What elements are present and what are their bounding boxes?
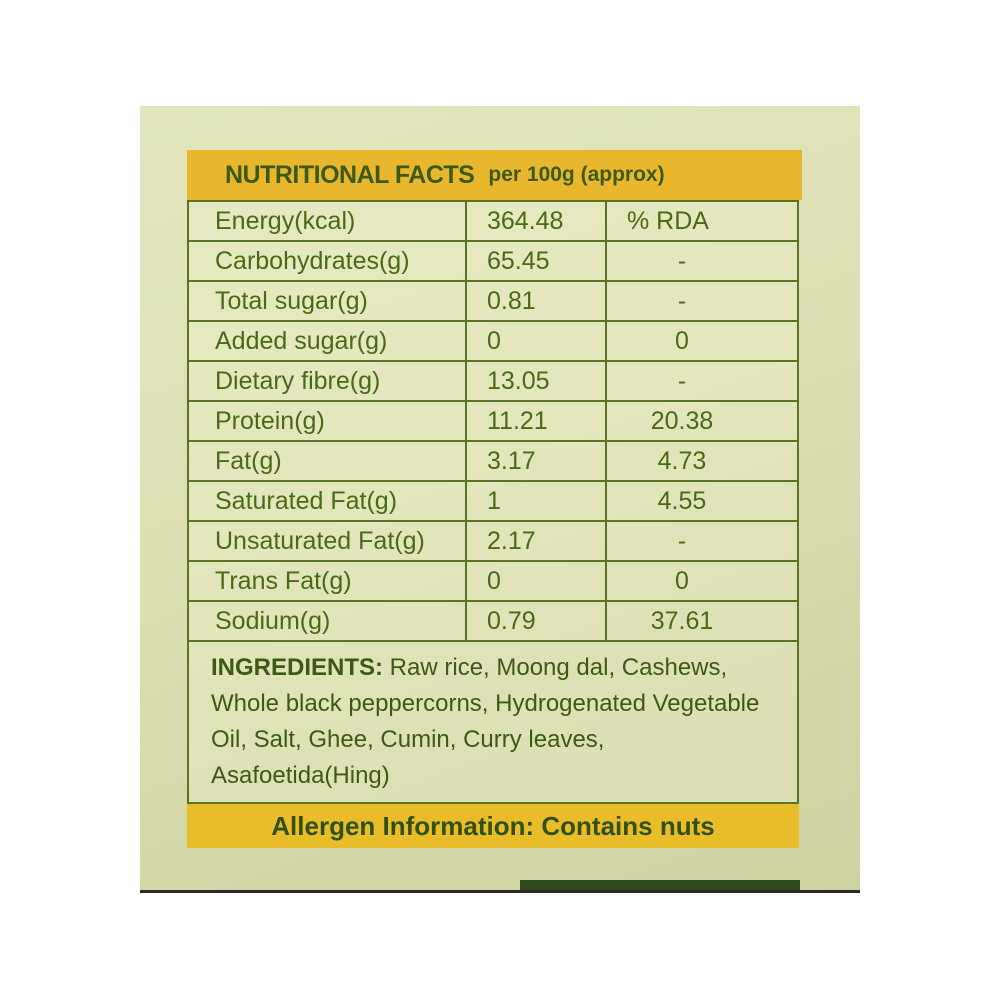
nutrient-name: Added sugar(g) (187, 320, 467, 362)
table-row: Dietary fibre(g) 13.05- (187, 360, 799, 402)
table-row: Energy(kcal) 364.48% RDA (187, 200, 799, 242)
nutrient-value: 3.17 (465, 440, 607, 482)
nutrition-table: Energy(kcal) 364.48% RDA Carbohydrates(g) 6… (187, 200, 799, 642)
nutrient-value: 13.05 (465, 360, 607, 402)
nutrient-rda: 4.55 (605, 480, 799, 522)
table-row: Added sugar(g) 0 0 (187, 320, 799, 362)
nutrient-rda: 0 (605, 320, 799, 362)
nutrient-rda: 37.61 (605, 600, 799, 642)
table-row: Sodium(g) 0.79 37.61 (187, 600, 799, 642)
nutrient-value: 2.17 (465, 520, 607, 562)
nutrition-subtitle: per 100g (approx) (488, 163, 665, 186)
table-row: Protein(g) 11.21 20.38 (187, 400, 799, 442)
nutrient-value: 364.48 (465, 200, 607, 242)
nutrient-name: Trans Fat(g) (187, 560, 467, 602)
table-row: Trans Fat(g) 0 0 (187, 560, 799, 602)
nutrient-rda: - (605, 520, 799, 562)
table-row: Total sugar(g) 0.81- (187, 280, 799, 322)
nutrient-value: 11.21 (465, 400, 607, 442)
nutrient-value: 0 (465, 320, 607, 362)
allergen-info: Allergen Information: Contains nuts (187, 804, 799, 848)
nutrient-rda: 20.38 (605, 400, 799, 442)
ingredients-label: INGREDIENTS: (211, 654, 384, 681)
nutrition-label: NUTRITIONAL FACTS per 100g (approx) Ener… (187, 150, 802, 848)
nutrient-name: Fat(g) (187, 440, 467, 482)
package-dark-strip (520, 880, 800, 893)
nutrient-rda: 4.73 (605, 440, 799, 482)
nutrient-name: Carbohydrates(g) (187, 240, 467, 282)
nutrient-rda: % RDA (605, 200, 799, 242)
nutrient-value: 1 (465, 480, 607, 522)
nutrition-title: NUTRITIONAL FACTS (225, 160, 475, 189)
package-edge (140, 890, 860, 893)
nutrient-name: Unsaturated Fat(g) (187, 520, 467, 562)
ingredients-text: Raw rice, Moong dal, Cashews, Whole blac… (211, 654, 760, 789)
table-row: Fat(g) 3.17 4.73 (187, 440, 799, 482)
ingredients-box: INGREDIENTS: Raw rice, Moong dal, Cashew… (187, 642, 799, 804)
nutrient-value: 0 (465, 560, 607, 602)
nutrition-header: NUTRITIONAL FACTS per 100g (approx) (187, 150, 802, 200)
nutrient-rda: - (605, 360, 799, 402)
nutrient-name: Energy(kcal) (187, 200, 467, 242)
nutrient-name: Protein(g) (187, 400, 467, 442)
table-row: Saturated Fat(g) 1 4.55 (187, 480, 799, 522)
nutrient-value: 0.79 (465, 600, 607, 642)
nutrient-rda: 0 (605, 560, 799, 602)
nutrient-value: 65.45 (465, 240, 607, 282)
table-row: Unsaturated Fat(g) 2.17- (187, 520, 799, 562)
nutrient-rda: - (605, 280, 799, 322)
nutrient-rda: - (605, 240, 799, 282)
nutrient-name: Sodium(g) (187, 600, 467, 642)
nutrient-name: Saturated Fat(g) (187, 480, 467, 522)
nutrient-name: Total sugar(g) (187, 280, 467, 322)
nutrient-value: 0.81 (465, 280, 607, 322)
table-row: Carbohydrates(g) 65.45- (187, 240, 799, 282)
nutrient-name: Dietary fibre(g) (187, 360, 467, 402)
